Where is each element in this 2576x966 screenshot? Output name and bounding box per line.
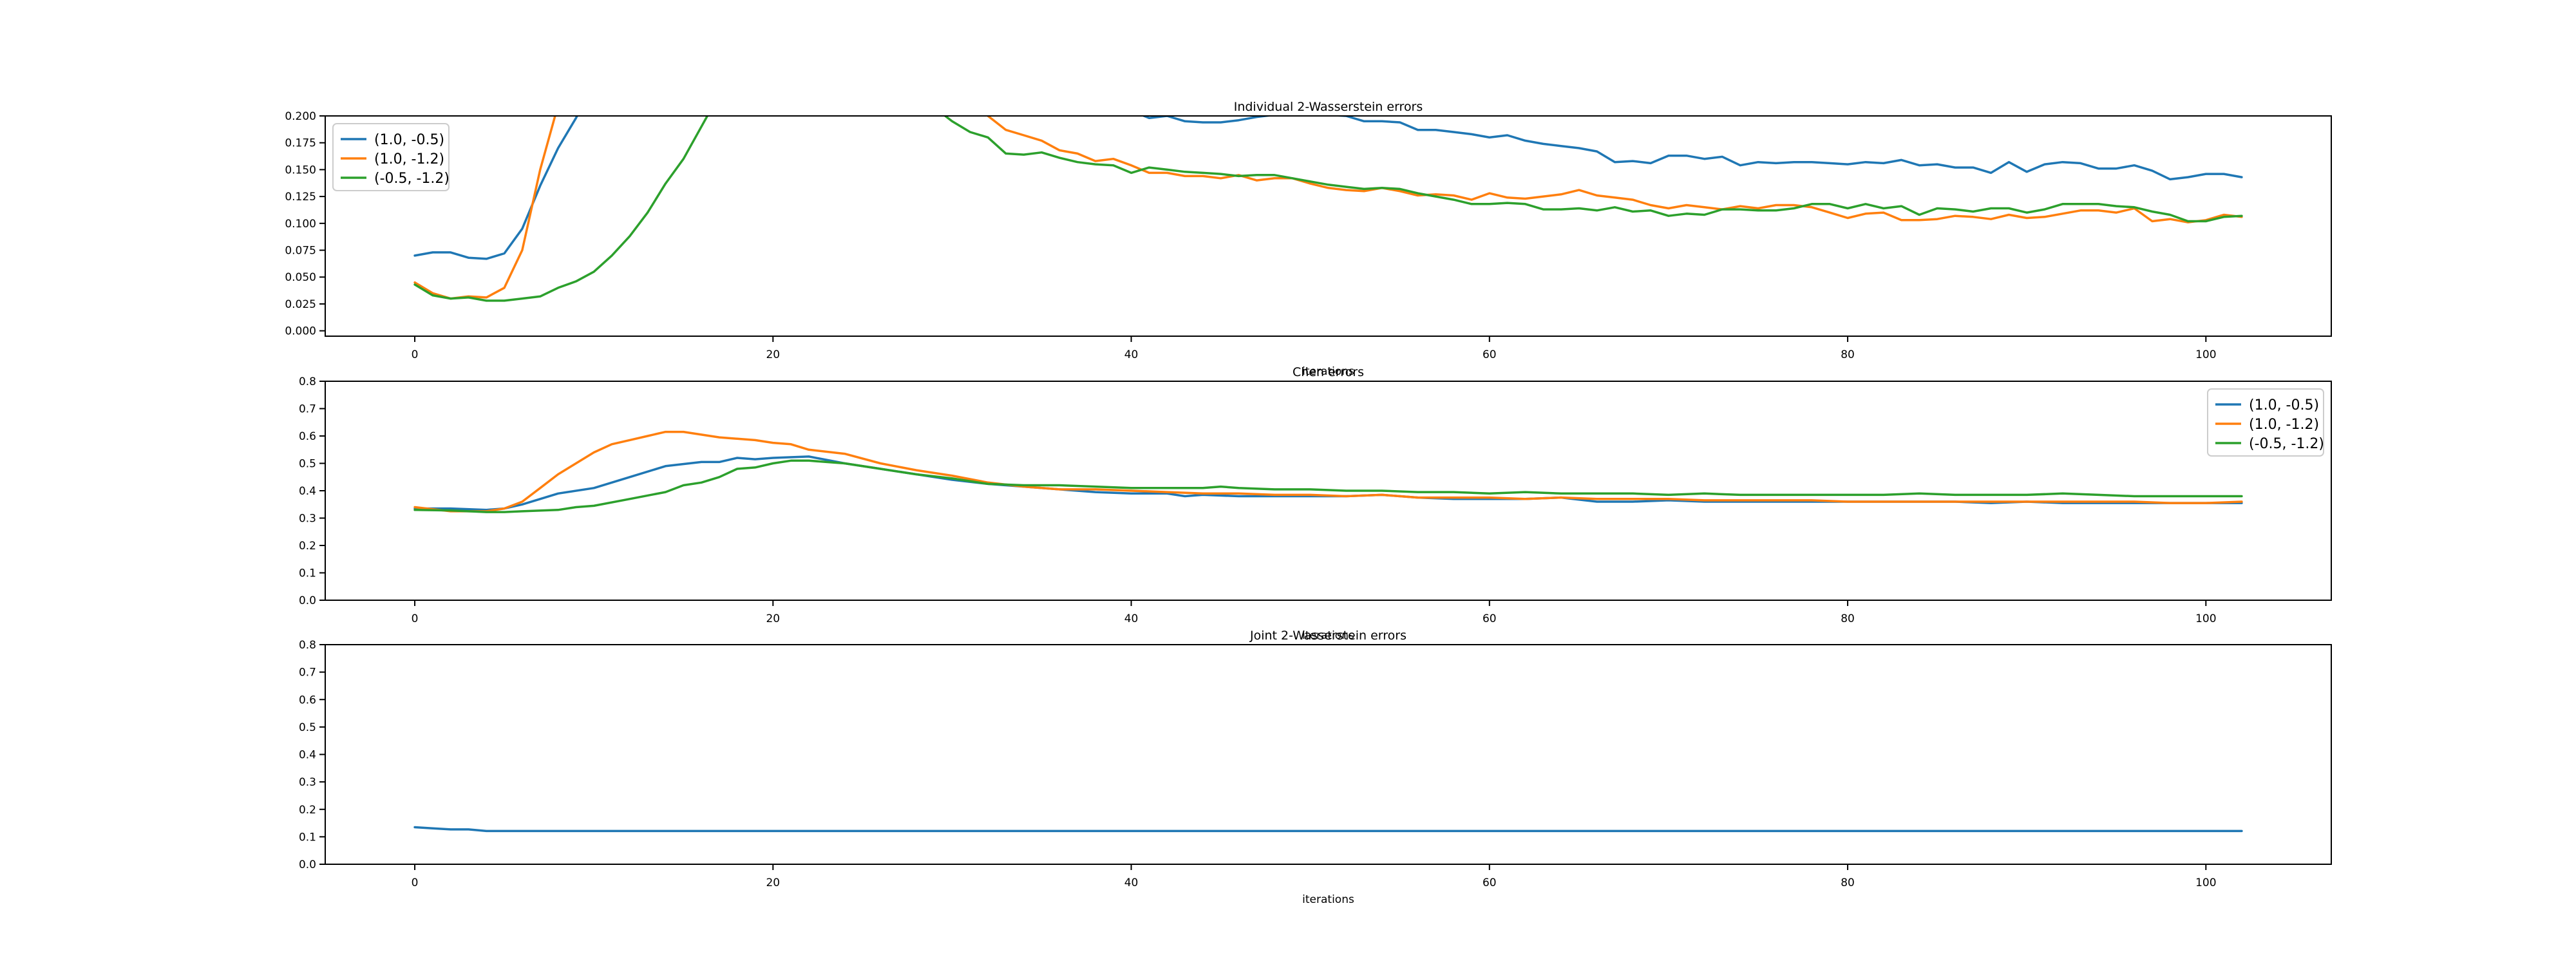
y-tick-label: 0.7 [299, 403, 316, 416]
series-line-1 [413, 116, 2243, 300]
legend-label-2: (-0.5, -1.2) [2249, 436, 2324, 452]
x-tick-label: 0 [412, 876, 419, 889]
series-line-1 [413, 430, 2243, 513]
y-tick-label: 0.050 [285, 271, 316, 284]
y-tick-label: 0.0 [299, 858, 316, 871]
y-tick-label: 0.4 [299, 485, 316, 498]
chart-panel-2: 0 20 40 60 80 100 0.0 0.1 0.2 0.3 0.4 0.5 0.6 0.7 0.8 J… [299, 629, 2332, 906]
y-tick-label: 0.6 [299, 430, 316, 443]
x-tick-label: 100 [2195, 348, 2216, 361]
legend: (1.0, -0.5) (1.0, -1.2) (-0.5, -1.2) [2207, 388, 2324, 457]
y-tick-label: 0.3 [299, 776, 316, 789]
x-tick-label: 0 [412, 612, 419, 625]
x-tick-label: 100 [2195, 612, 2216, 625]
y-tick-label: 0.1 [299, 831, 316, 844]
y-tick-label: 0.4 [299, 749, 316, 762]
x-tick-label: 20 [766, 876, 780, 889]
legend: (1.0, -0.5) (1.0, -1.2) (-0.5, -1.2) [332, 123, 450, 191]
chart-title: Chen errors [1293, 365, 1364, 379]
y-tick-label: 0.125 [285, 191, 316, 204]
x-axis-label: iterations [1302, 893, 1354, 906]
x-tick-label: 80 [1841, 876, 1855, 889]
series-line-0 [413, 116, 2243, 260]
x-tick-label: 40 [1124, 348, 1139, 361]
x-tick-label: 40 [1124, 612, 1139, 625]
x-tick-label: 40 [1124, 876, 1139, 889]
x-axis-label: iterations [1302, 629, 1354, 642]
y-tick-label: 0.5 [299, 721, 316, 734]
chart-panel-0: 0 20 40 60 80 100 0.000 0.025 0.050 0.075 0.100 0.1… [285, 100, 2332, 378]
y-tick-label: 0.5 [299, 458, 316, 471]
legend-label-0: (1.0, -0.5) [2249, 397, 2319, 413]
y-tick-label: 0.150 [285, 164, 316, 176]
x-tick-label: 60 [1482, 876, 1497, 889]
x-tick-label: 20 [766, 348, 780, 361]
y-tick-label: 0.100 [285, 218, 316, 231]
series-group [413, 116, 2243, 302]
chart-title: Joint 2-Wasserstein errors [1249, 629, 1406, 643]
y-tick-label: 0.6 [299, 694, 316, 706]
y-tick-label: 0.075 [285, 245, 316, 258]
axes-frame [325, 115, 2332, 337]
x-tick-label: 100 [2195, 876, 2216, 889]
y-tick-label: 0.2 [299, 804, 316, 817]
legend-box [2207, 388, 2324, 457]
y-tick-label: 0.3 [299, 513, 316, 526]
series-line-2 [413, 459, 2243, 513]
x-tick-label: 20 [766, 612, 780, 625]
y-tick-label: 0.1 [299, 567, 316, 580]
series-line-0 [413, 826, 2243, 833]
y-tick-label: 0.7 [299, 667, 316, 679]
legend-label-0: (1.0, -0.5) [374, 132, 444, 148]
chart-title: Individual 2-Wasserstein errors [1234, 100, 1423, 114]
legend-label-1: (1.0, -1.2) [374, 151, 444, 167]
y-tick-label: 0.000 [285, 325, 316, 338]
x-tick-label: 0 [412, 348, 419, 361]
x-tick-label: 60 [1482, 612, 1497, 625]
y-tick-label: 0.200 [285, 110, 316, 123]
legend-label-1: (1.0, -1.2) [2249, 417, 2319, 433]
series-group [413, 826, 2243, 833]
y-tick-label: 0.8 [299, 639, 316, 652]
y-tick-label: 0.2 [299, 540, 316, 553]
x-tick-label: 80 [1841, 348, 1855, 361]
series-group [413, 430, 2243, 513]
x-axis-label: iterations [1302, 365, 1354, 378]
x-tick-label: 80 [1841, 612, 1855, 625]
legend-label-2: (-0.5, -1.2) [374, 171, 450, 187]
y-tick-label: 0.8 [299, 375, 316, 388]
legend-box [332, 123, 450, 191]
y-tick-label: 0.0 [299, 594, 316, 607]
chart-panel-1: 0 20 40 60 80 100 0.0 0.1 0.2 0.3 0.4 0.5 0.6 0.7 0.8 C… [299, 365, 2332, 642]
series-line-2 [413, 116, 2243, 302]
x-tick-label: 60 [1482, 348, 1497, 361]
y-tick-label: 0.175 [285, 137, 316, 150]
y-tick-label: 0.025 [285, 298, 316, 311]
